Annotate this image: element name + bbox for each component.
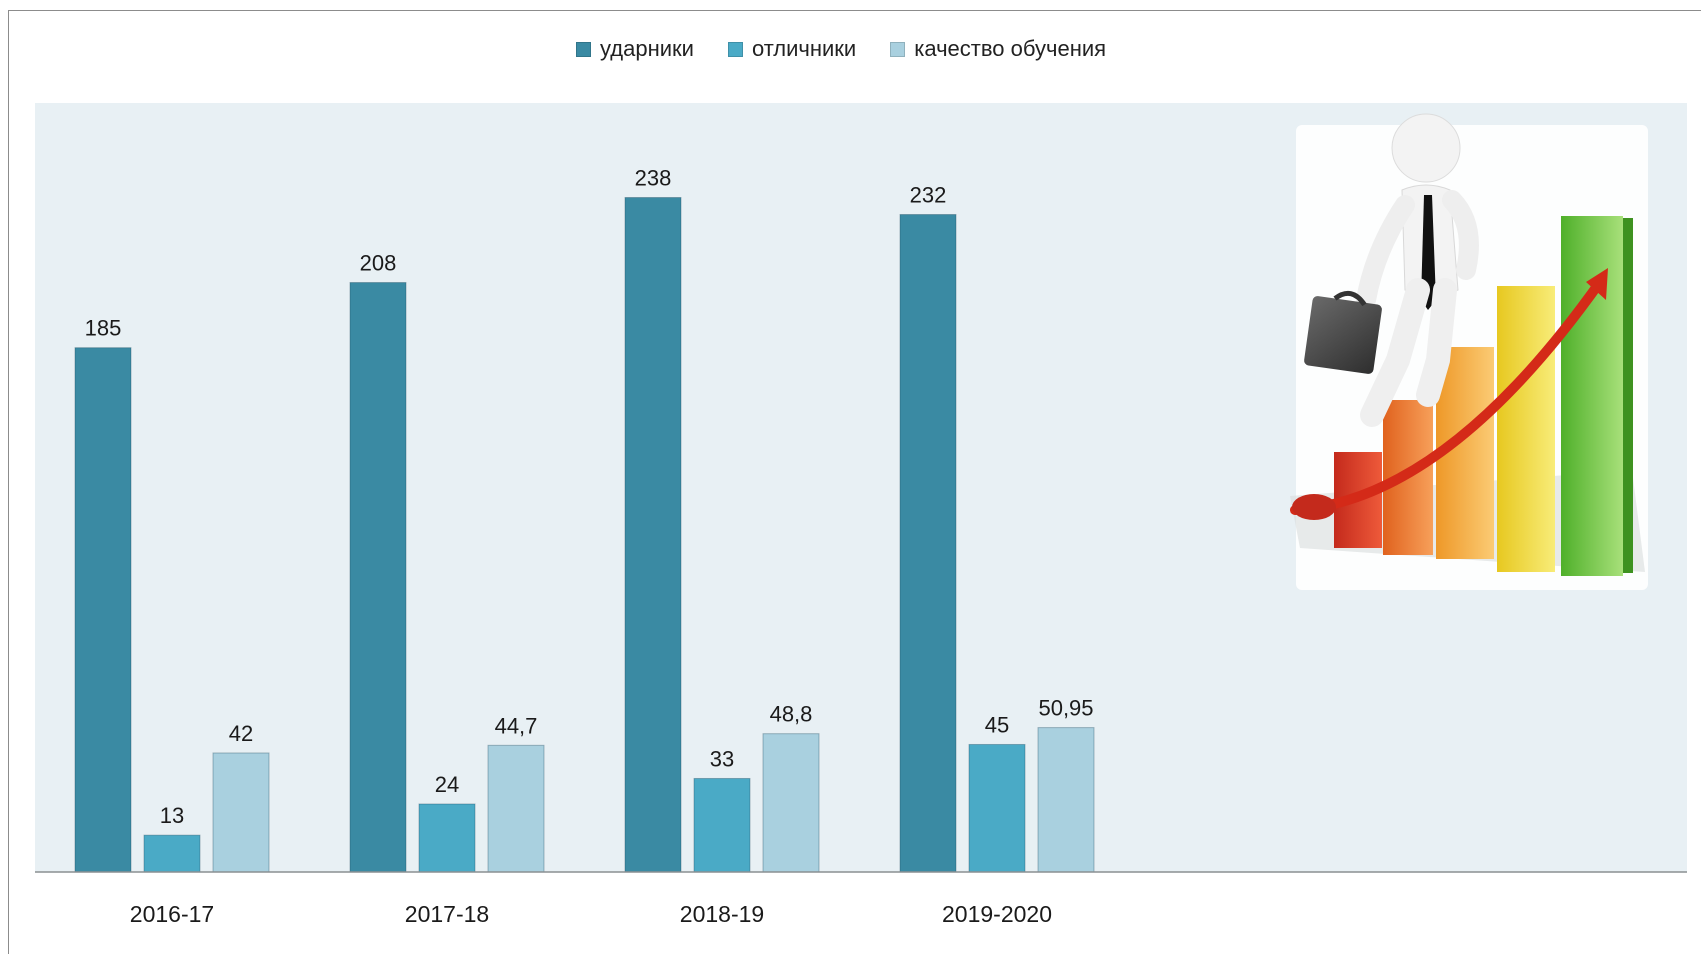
data-label: 33 (710, 746, 734, 771)
data-label: 44,7 (495, 713, 538, 738)
category-label: 2016-17 (130, 901, 214, 927)
legend: ударники отличники качество обучения (576, 36, 1106, 62)
bar-3-2017-18[interactable] (487, 744, 545, 873)
category-label: 2017-18 (405, 901, 489, 927)
data-label: 45 (985, 712, 1009, 737)
data-label: 48,8 (770, 702, 813, 727)
bar-1-2016-17[interactable] (74, 347, 132, 873)
businessman-growth-chart-image (1290, 113, 1648, 590)
data-label: 232 (910, 183, 947, 208)
legend-item-otlichniki[interactable]: отличники (727, 36, 857, 62)
bars-group (74, 197, 1095, 873)
data-label: 50,95 (1038, 696, 1093, 721)
bar-1-2018-19[interactable] (624, 197, 682, 873)
bar-3-2018-19[interactable] (762, 733, 820, 873)
bar-2-2019-2020[interactable] (968, 743, 1026, 873)
data-label: 185 (85, 316, 122, 341)
legend-label: ударники (600, 36, 694, 61)
bar-2-2017-18[interactable] (418, 803, 476, 873)
bar-3-2019-2020[interactable] (1037, 727, 1095, 873)
category-label: 2019-2020 (942, 901, 1052, 927)
bar-1-2017-18[interactable] (349, 282, 407, 873)
data-label: 13 (160, 803, 184, 828)
bar-3-2016-17[interactable] (212, 752, 270, 873)
data-label: 208 (360, 251, 397, 276)
legend-label: качество обучения (914, 36, 1107, 61)
category-labels-group: 2016-17 2017-18 2018-19 2019-2020 (130, 901, 1052, 927)
legend-item-udarniki[interactable]: ударники (576, 36, 694, 62)
bar-1-2019-2020[interactable] (899, 214, 957, 873)
legend-swatch (576, 41, 591, 57)
legend-swatch (727, 41, 743, 57)
legend-label: отличники (751, 36, 857, 61)
legend-item-kachestvo[interactable]: качество обучения (890, 36, 1106, 62)
legend-swatch (890, 41, 906, 57)
category-label: 2018-19 (680, 901, 764, 927)
bar-2-2016-17[interactable] (143, 834, 201, 873)
data-label: 24 (435, 772, 459, 797)
value-labels-group: 185 13 42 208 24 44,7 238 33 48,8 232 45 50,95 (85, 166, 1094, 829)
bar-2-2018-19[interactable] (693, 777, 751, 873)
data-label: 42 (229, 721, 253, 746)
data-label: 238 (635, 166, 672, 191)
